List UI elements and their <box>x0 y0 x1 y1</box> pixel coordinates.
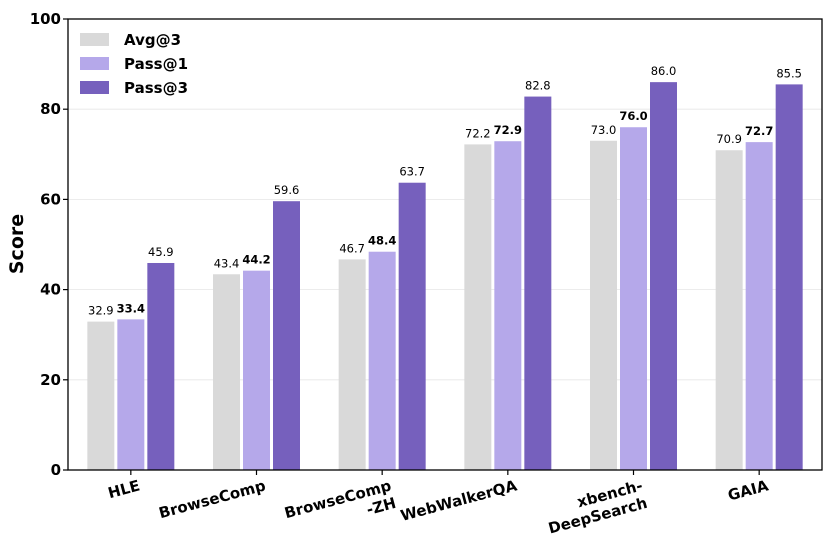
y-tick-label-0: 0 <box>51 461 61 479</box>
data-label-Pass@1-4: 76.0 <box>619 109 647 123</box>
legend-label-Pass@1: Pass@1 <box>124 55 188 73</box>
data-label-Pass@1-1: 44.2 <box>242 253 270 267</box>
y-axis-label: Score <box>6 214 28 274</box>
bar-Pass@1-5 <box>745 142 773 471</box>
bar-Pass@1-3 <box>494 141 522 470</box>
data-label-Avg@3-4: 73.0 <box>591 123 617 137</box>
x-tick-label-3: WebWalkerQA <box>399 476 520 524</box>
y-tick-label-80: 80 <box>40 100 61 118</box>
y-tick-label-40: 40 <box>40 281 61 299</box>
legend-swatch-Pass@3 <box>80 81 109 94</box>
bar-Avg@3-3 <box>464 144 492 471</box>
data-label-Avg@3-5: 70.9 <box>716 132 742 146</box>
bar-Pass@3-2 <box>398 182 426 470</box>
data-labels: 32.9 33.4 45.9 43.4 44.2 59.6 46.748.4 63.7 72.2… <box>88 64 802 317</box>
y-tick-label-20: 20 <box>40 371 61 389</box>
plot-frame <box>67 18 823 471</box>
bar-Pass@1-2 <box>368 251 396 470</box>
x-axis: HLE BrowseComp BrowseComp-ZH WebWalkerQA xbe… <box>106 470 771 534</box>
data-label-Pass@3-4: 86.0 <box>651 64 677 78</box>
y-axis: 0 20 40 60 80 100 <box>30 10 68 479</box>
data-label-Pass@1-3: 72.9 <box>494 123 522 137</box>
x-tick-label-5: GAIA <box>726 476 771 504</box>
data-label-Pass@3-5: 85.5 <box>776 66 802 80</box>
x-tick-label-0: HLE <box>106 476 142 502</box>
bar-Avg@3-4 <box>590 140 617 470</box>
legend-swatch-Pass@1 <box>80 57 109 70</box>
bar-Pass@3-0 <box>147 262 175 470</box>
x-tick-label-line: WebWalkerQA <box>399 476 520 524</box>
y-tick-label-60: 60 <box>40 190 61 208</box>
data-label-Pass@1-5: 72.7 <box>745 124 773 138</box>
x-tick-label-1: BrowseComp <box>157 476 268 522</box>
bar-Avg@3-5 <box>715 150 743 470</box>
data-label-Pass@1-0: 33.4 <box>117 301 145 315</box>
legend-swatch-Avg@3 <box>80 33 109 46</box>
legend-label-Pass@3: Pass@3 <box>124 79 188 97</box>
bar-Avg@3-1 <box>213 274 240 470</box>
x-tick-label-4: xbench-DeepSearch <box>542 476 649 534</box>
y-tick-label-100: 100 <box>30 10 61 28</box>
data-label-Pass@3-2: 63.7 <box>399 165 425 179</box>
grid-lines <box>68 108 822 381</box>
bar-Pass@3-5 <box>775 84 803 471</box>
bars <box>87 82 803 471</box>
data-label-Pass@3-1: 59.6 <box>274 183 300 197</box>
x-tick-label-line: BrowseComp <box>157 476 268 522</box>
bar-Pass@1-1 <box>243 270 270 470</box>
data-label-Avg@3-2: 46.7 <box>339 241 365 255</box>
legend: Avg@3 Pass@1 Pass@3 <box>80 31 188 97</box>
bar-Pass@3-3 <box>524 96 552 471</box>
bar-Pass@1-0 <box>117 319 145 470</box>
data-label-Avg@3-1: 43.4 <box>214 256 240 270</box>
x-tick-label-2: BrowseComp-ZH <box>283 476 399 534</box>
data-label-Pass@3-0: 45.9 <box>148 245 174 259</box>
x-tick-label-line: GAIA <box>726 476 771 504</box>
bar-Avg@3-0 <box>87 321 115 470</box>
data-label-Avg@3-0: 32.9 <box>88 304 114 318</box>
data-label-Pass@1-2: 48.4 <box>368 234 396 248</box>
data-label-Pass@3-3: 82.8 <box>525 79 551 93</box>
bar-Pass@1-4 <box>620 127 647 471</box>
bar-Pass@3-1 <box>273 201 300 471</box>
bar-Pass@3-4 <box>650 82 677 470</box>
legend-label-Avg@3: Avg@3 <box>124 31 181 49</box>
data-label-Avg@3-3: 72.2 <box>465 126 491 140</box>
x-tick-label-line: HLE <box>106 476 142 502</box>
bar-Avg@3-2 <box>338 259 366 470</box>
